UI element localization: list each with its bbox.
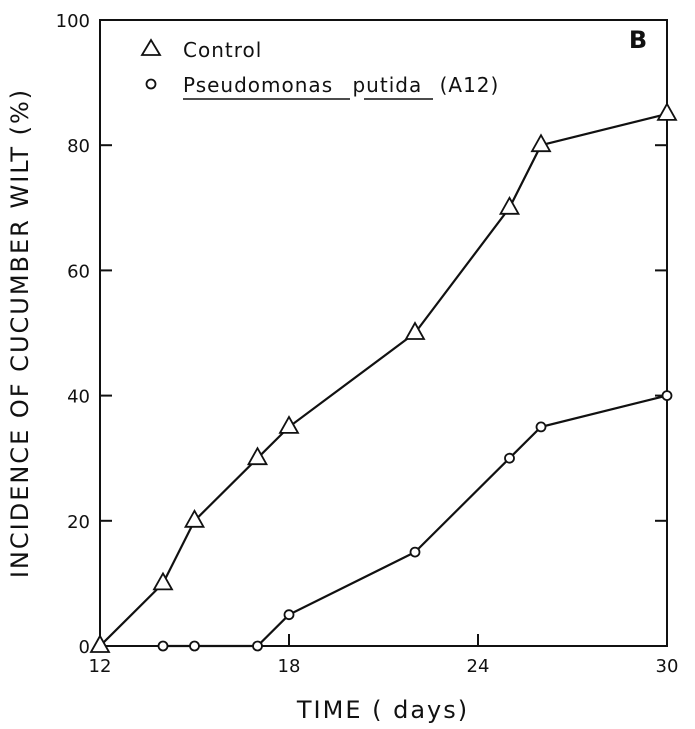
x-tick-label: 18 [278, 656, 301, 677]
panel-label: B [629, 26, 647, 54]
point-control [152, 571, 174, 591]
y-tick-label: 80 [67, 136, 90, 157]
point-control [278, 415, 300, 434]
x-tick-label: 30 [656, 656, 679, 677]
point-control [656, 102, 678, 121]
point-pseudomonas [157, 640, 169, 652]
point-pseudomonas [535, 421, 547, 433]
point-control [89, 634, 111, 653]
series-layer [89, 102, 678, 653]
point-pseudomonas [283, 609, 295, 621]
y-tick-label: 40 [67, 387, 90, 408]
series-line-0 [99, 112, 668, 647]
point-control [183, 508, 206, 528]
y-axis: 0 20 40 60 80 100 [56, 11, 667, 658]
legend: Control Pseudomonas putida (A12) [140, 38, 499, 100]
legend-marker-control [140, 38, 162, 56]
point-control [530, 133, 552, 153]
y-tick-label: 60 [67, 261, 90, 282]
point-pseudomonas [189, 640, 200, 652]
legend-label-pseudomonas: Pseudomonas putida (A12) [183, 73, 499, 97]
point-pseudomonas [409, 546, 421, 558]
legend-strain: (A12) [440, 73, 500, 97]
point-pseudomonas [504, 452, 515, 464]
legend-marker-pseudomonas [145, 78, 157, 90]
legend-genus: Pseudomonas [183, 73, 333, 97]
x-axis-title: TIME ( days) [296, 696, 469, 724]
legend-species: putida [352, 73, 422, 97]
point-pseudomonas [252, 640, 263, 652]
x-axis: 12 18 24 30 [89, 634, 679, 677]
x-tick-label: 12 [89, 656, 112, 677]
y-tick-label: 0 [79, 637, 90, 658]
y-tick-label: 100 [56, 11, 90, 32]
point-control [498, 195, 521, 215]
y-tick-label: 20 [67, 512, 90, 533]
point-control [404, 321, 426, 340]
point-control [246, 446, 269, 466]
plot-frame [99, 19, 668, 647]
series-line-1 [163, 394, 668, 648]
point-pseudomonas [661, 390, 673, 402]
y-axis-title: INCIDENCE OF CUCUMBER WILT (%) [6, 88, 34, 578]
legend-label-control: Control [183, 38, 262, 62]
x-tick-label: 24 [467, 656, 490, 677]
